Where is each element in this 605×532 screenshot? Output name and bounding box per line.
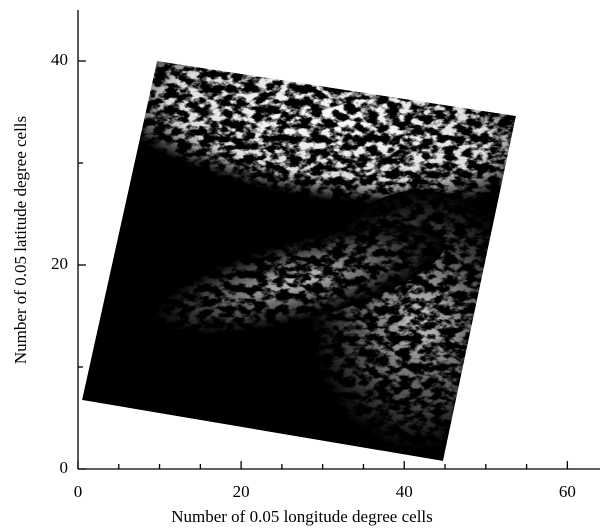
y-tick-label: 20 (51, 254, 68, 273)
y-axis-label: Number of 0.05 latitude degree cells (11, 116, 30, 364)
x-tick-label: 20 (233, 482, 250, 501)
y-tick-label: 0 (60, 458, 69, 477)
image-texture (82, 61, 516, 461)
x-tick-label: 40 (396, 482, 413, 501)
y-tick-label: 40 (51, 50, 68, 69)
satellite-image (82, 61, 516, 461)
axes (77, 10, 600, 470)
x-tick-label: 0 (74, 482, 83, 501)
x-tick-label: 60 (559, 482, 576, 501)
x-axis-label: Number of 0.05 longitude degree cells (171, 507, 433, 526)
